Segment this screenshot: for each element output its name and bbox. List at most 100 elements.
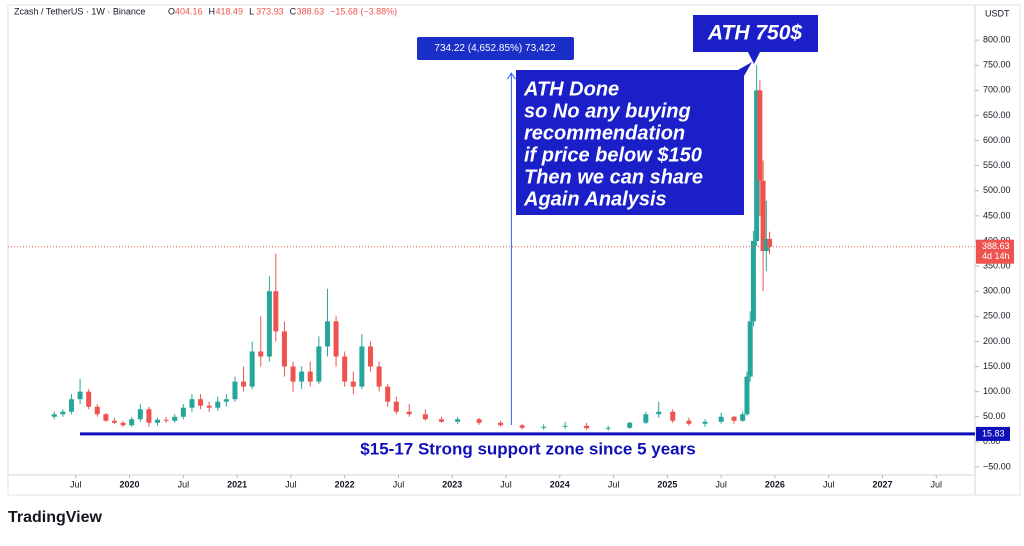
- candle-body: [189, 399, 195, 408]
- candle-body: [760, 180, 766, 252]
- candles: [51, 65, 773, 431]
- candle-body: [120, 422, 126, 426]
- ohlc-label: O: [168, 6, 175, 16]
- y-tick-label: 750.00: [983, 60, 1011, 70]
- unit: USDT: [985, 8, 1010, 18]
- candle-body: [206, 405, 212, 408]
- candle-body: [94, 406, 100, 415]
- x-tick-label: Jul: [178, 479, 190, 489]
- x-tick-label: 2021: [227, 479, 247, 489]
- candle-body: [215, 401, 221, 408]
- callout-note-line: if price below $150: [524, 144, 702, 166]
- candle-body: [266, 291, 272, 357]
- y-tick-label: 450.00: [983, 210, 1011, 220]
- callout-note: [516, 62, 752, 215]
- x-tick-label: Jul: [823, 479, 835, 489]
- candle-body: [731, 416, 737, 421]
- candle-body: [643, 414, 649, 423]
- callout-note-line: so No any buying: [524, 100, 691, 122]
- candle-body: [757, 90, 763, 181]
- x-tick-label: 2022: [335, 479, 355, 489]
- candle-body: [562, 425, 568, 427]
- candle-body: [519, 425, 525, 428]
- candle-body: [476, 419, 482, 423]
- candle-body: [350, 381, 356, 387]
- measure-box: [417, 37, 574, 60]
- x-tick-label: 2024: [550, 479, 570, 489]
- x-tick-label: 2020: [120, 479, 140, 489]
- y-tick-label: 650.00: [983, 110, 1011, 120]
- candle-body: [103, 414, 109, 421]
- candle-body: [68, 399, 74, 412]
- x-tick-label: 2025: [657, 479, 677, 489]
- support-box: [976, 426, 1010, 441]
- x-tick-label: 2023: [442, 479, 462, 489]
- ohlc-value: 373.93: [256, 6, 284, 16]
- candle-body: [172, 416, 178, 421]
- candle-body: [232, 381, 238, 400]
- candle-body: [763, 238, 769, 252]
- candle-body: [422, 414, 428, 420]
- candle-body: [198, 399, 204, 406]
- y-tick-label: 150.00: [983, 361, 1011, 371]
- candle-body: [767, 238, 773, 247]
- candle-body: [258, 351, 264, 357]
- candle-body: [163, 419, 169, 421]
- callout-note-line: ATH Done: [523, 78, 619, 100]
- callout-note-line: recommendation: [524, 122, 685, 144]
- ohlc-value: 404.16: [175, 6, 203, 16]
- x-tick-label: Jul: [285, 479, 297, 489]
- candle-body: [498, 422, 504, 426]
- candle-body: [702, 421, 708, 424]
- ohlc-label: C: [290, 6, 297, 16]
- candle-body: [541, 426, 547, 428]
- candle-body: [438, 419, 444, 422]
- x-tick-label: 2027: [872, 479, 892, 489]
- candle-body: [455, 419, 461, 422]
- candle-body: [86, 391, 92, 407]
- candle-body: [241, 381, 247, 387]
- measure-label: 734.22 (4,652.85%) 73,422: [434, 43, 556, 54]
- candle-body: [376, 366, 382, 387]
- candle-body: [273, 291, 279, 332]
- y-tick-label: 50.00: [983, 411, 1006, 421]
- candle-body: [359, 346, 365, 387]
- chart-frame: [7, 4, 1021, 496]
- candle-body: [605, 427, 611, 429]
- candle-body: [290, 366, 296, 382]
- support-label: 15.83: [982, 428, 1005, 438]
- y-tick-label: 100.00: [983, 386, 1011, 396]
- symbol: Zcash / TetherUS · 1W · Binance: [14, 6, 145, 16]
- candle-body: [299, 371, 305, 382]
- candle-body: [754, 90, 760, 242]
- x-tick-label: Jul: [931, 479, 943, 489]
- callout-note-line: Then we can share: [524, 166, 703, 188]
- ohlc-label: H: [209, 6, 216, 16]
- y-tick-label: 700.00: [983, 85, 1011, 95]
- y-tick-label: 200.00: [983, 336, 1011, 346]
- support-text: $15-17 Strong support zone since 5 years: [360, 439, 695, 458]
- arrow-head: [506, 72, 516, 80]
- candle-body: [60, 411, 66, 415]
- candle-body: [393, 401, 399, 412]
- candle-body: [77, 391, 83, 400]
- y-tick-label: 550.00: [983, 160, 1011, 170]
- candle-body: [718, 416, 724, 422]
- ohlc-value: 418.49: [216, 6, 244, 16]
- candle-body: [342, 356, 348, 382]
- candle-body: [137, 409, 143, 420]
- callout-ath-text: ATH 750$: [707, 22, 802, 45]
- candle-body: [146, 409, 152, 423]
- x-tick-label: Jul: [715, 479, 727, 489]
- y-tick-label: 300.00: [983, 286, 1011, 296]
- candle-body: [333, 321, 339, 357]
- candle-body: [129, 419, 135, 426]
- ohlc-label: L: [249, 6, 254, 16]
- candle-body: [307, 371, 313, 382]
- callout-ath: [693, 15, 818, 64]
- candle-body: [324, 321, 330, 347]
- x-tick-label: 2026: [765, 479, 785, 489]
- candle-body: [747, 321, 753, 377]
